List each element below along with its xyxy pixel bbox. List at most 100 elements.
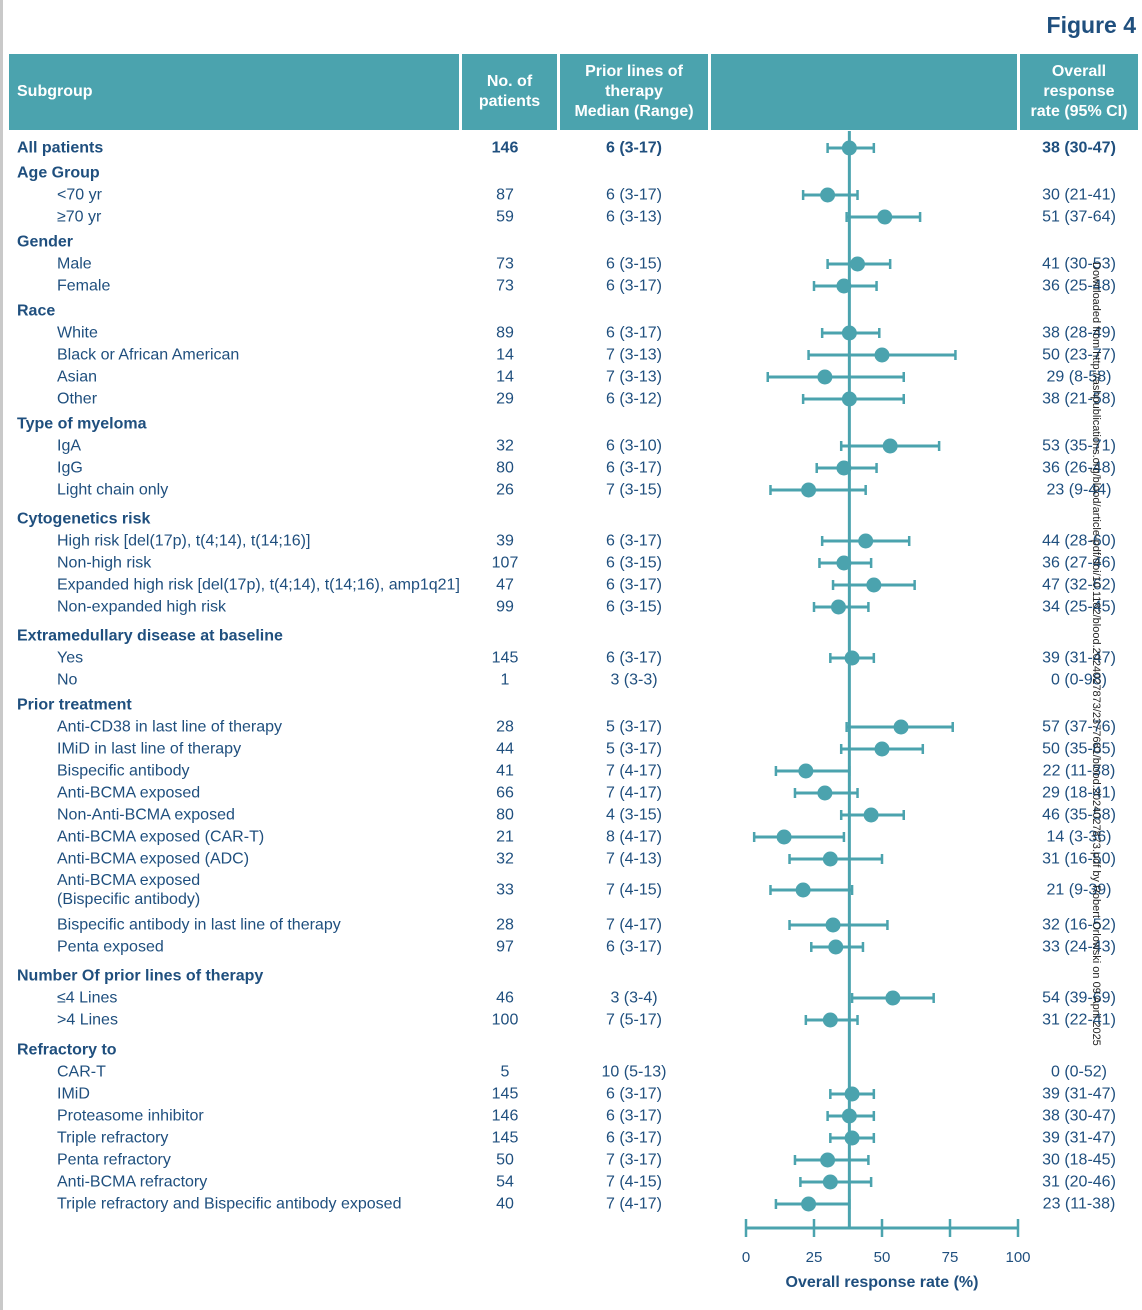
prior-lines-value: 3 (3-4) (610, 989, 658, 1007)
orr-value: 29 (18-41) (1042, 784, 1116, 802)
orr-value: 0 (0-52) (1050, 1063, 1108, 1081)
ci-marker (793, 1152, 870, 1168)
ci-marker (807, 347, 957, 363)
point-estimate (822, 1012, 838, 1028)
orr-value: 39 (31-47) (1042, 1129, 1116, 1147)
orr-value: 21 (9-39) (1046, 881, 1112, 899)
orr-value: 0 (0-98) (1050, 671, 1108, 689)
ci-marker (752, 829, 846, 845)
patients-count: 145 (491, 1129, 519, 1147)
ci-marker (839, 438, 941, 454)
point-estimate (844, 1086, 860, 1102)
patients-count: 145 (491, 649, 519, 667)
point-estimate (836, 460, 852, 476)
prior-lines-value: 8 (4-17) (605, 828, 663, 846)
prior-lines-value: 6 (3-17) (605, 324, 663, 342)
header-prior-lines-label: Prior lines of therapy Median (Range) (574, 63, 694, 120)
ci-marker (826, 256, 892, 272)
ci-marker (839, 741, 925, 757)
prior-lines-value: 6 (3-17) (605, 938, 663, 956)
x-tick-label: 50 (874, 1249, 891, 1266)
ci-marker (815, 460, 878, 476)
prior-lines-value: 6 (3-10) (605, 437, 663, 455)
ci-marker (826, 1108, 876, 1124)
prior-lines-value: 6 (3-17) (605, 277, 663, 295)
subgroup-label: Male (57, 255, 92, 273)
ci-marker (788, 917, 889, 933)
patients-count: 47 (496, 576, 514, 594)
x-tick-label: 0 (742, 1249, 750, 1266)
patients-count: 32 (496, 437, 514, 455)
point-estimate (858, 533, 874, 549)
subgroup-label: Bispecific antibody (57, 762, 190, 780)
ci-marker (829, 1130, 876, 1146)
point-estimate (874, 741, 890, 757)
page-edge (0, 0, 3, 1310)
subgroup-label: IMiD in last line of therapy (57, 740, 242, 758)
header-orr-label: Overall response rate (95% CI) (1030, 63, 1128, 120)
point-estimate (882, 438, 898, 454)
orr-value: 46 (35-58) (1042, 806, 1116, 824)
point-estimate (822, 851, 838, 867)
prior-lines-value: 10 (5-13) (601, 1063, 667, 1081)
subgroup-label: Asian (57, 368, 98, 386)
patients-count: 28 (496, 718, 514, 736)
orr-value: 23 (11-38) (1042, 1195, 1116, 1213)
ci-marker (812, 278, 878, 294)
orr-value: 31 (16-50) (1042, 850, 1116, 868)
point-estimate (830, 599, 846, 615)
point-estimate (885, 990, 901, 1006)
header-subgroup: Subgroup (9, 54, 459, 130)
patients-count: 46 (496, 989, 514, 1007)
header-subgroup-label: Subgroup (17, 83, 93, 100)
point-estimate (863, 807, 879, 823)
prior-lines-value: 6 (3-17) (605, 576, 663, 594)
orr-value: 39 (31-47) (1042, 1085, 1116, 1103)
subgroup-label: Female (57, 277, 111, 295)
prior-lines-value: 6 (3-15) (605, 255, 663, 273)
patients-count: 146 (491, 1107, 519, 1125)
point-estimate (820, 187, 836, 203)
orr-value: 53 (35-71) (1042, 437, 1116, 455)
patients-count: 97 (496, 938, 514, 956)
ci-marker (845, 719, 954, 735)
orr-value: 51 (37-64) (1042, 208, 1116, 226)
prior-lines-value: 5 (3-17) (605, 718, 663, 736)
subgroup-label: Penta exposed (57, 938, 164, 956)
ci-marker (829, 650, 876, 666)
subgroup-label: IgG (57, 459, 83, 477)
subgroup-label: Anti-BCMA exposed (ADC) (57, 850, 250, 868)
patients-count: 14 (496, 368, 514, 386)
subgroup-label: Non-Anti-BCMA exposed (57, 806, 235, 824)
orr-value: 38 (30-47) (1042, 139, 1116, 157)
point-estimate (844, 1130, 860, 1146)
prior-lines-value: 6 (3-17) (605, 1085, 663, 1103)
ci-marker (820, 325, 881, 341)
subgroup-label: All patients (17, 139, 104, 157)
patients-count: 89 (496, 324, 514, 342)
patients-count: 100 (491, 1011, 519, 1029)
orr-value: 38 (30-47) (1042, 1107, 1116, 1125)
point-estimate (874, 347, 890, 363)
point-estimate (798, 763, 814, 779)
subgroup-label: No (57, 671, 78, 689)
ci-marker (845, 209, 922, 225)
point-estimate (776, 829, 792, 845)
prior-lines-value: 7 (4-15) (605, 881, 663, 899)
ci-marker (810, 939, 865, 955)
point-estimate (836, 555, 852, 571)
patients-count: 146 (491, 139, 519, 157)
orr-value: 39 (31-47) (1042, 649, 1116, 667)
subgroup-header: Race (17, 302, 56, 320)
ci-marker (801, 391, 906, 407)
subgroup-label: Bispecific antibody in last line of ther… (57, 916, 341, 934)
subgroup-header: Extramedullary disease at baseline (17, 627, 283, 645)
header-patients-label: No. of patients (478, 73, 541, 110)
patients-count: 1 (500, 671, 510, 689)
patients-count: 40 (496, 1195, 514, 1213)
subgroup-label: Triple refractory and Bispecific antibod… (57, 1195, 402, 1213)
ci-marker (831, 577, 916, 593)
subgroup-label: Other (57, 390, 98, 408)
point-estimate (841, 140, 857, 156)
